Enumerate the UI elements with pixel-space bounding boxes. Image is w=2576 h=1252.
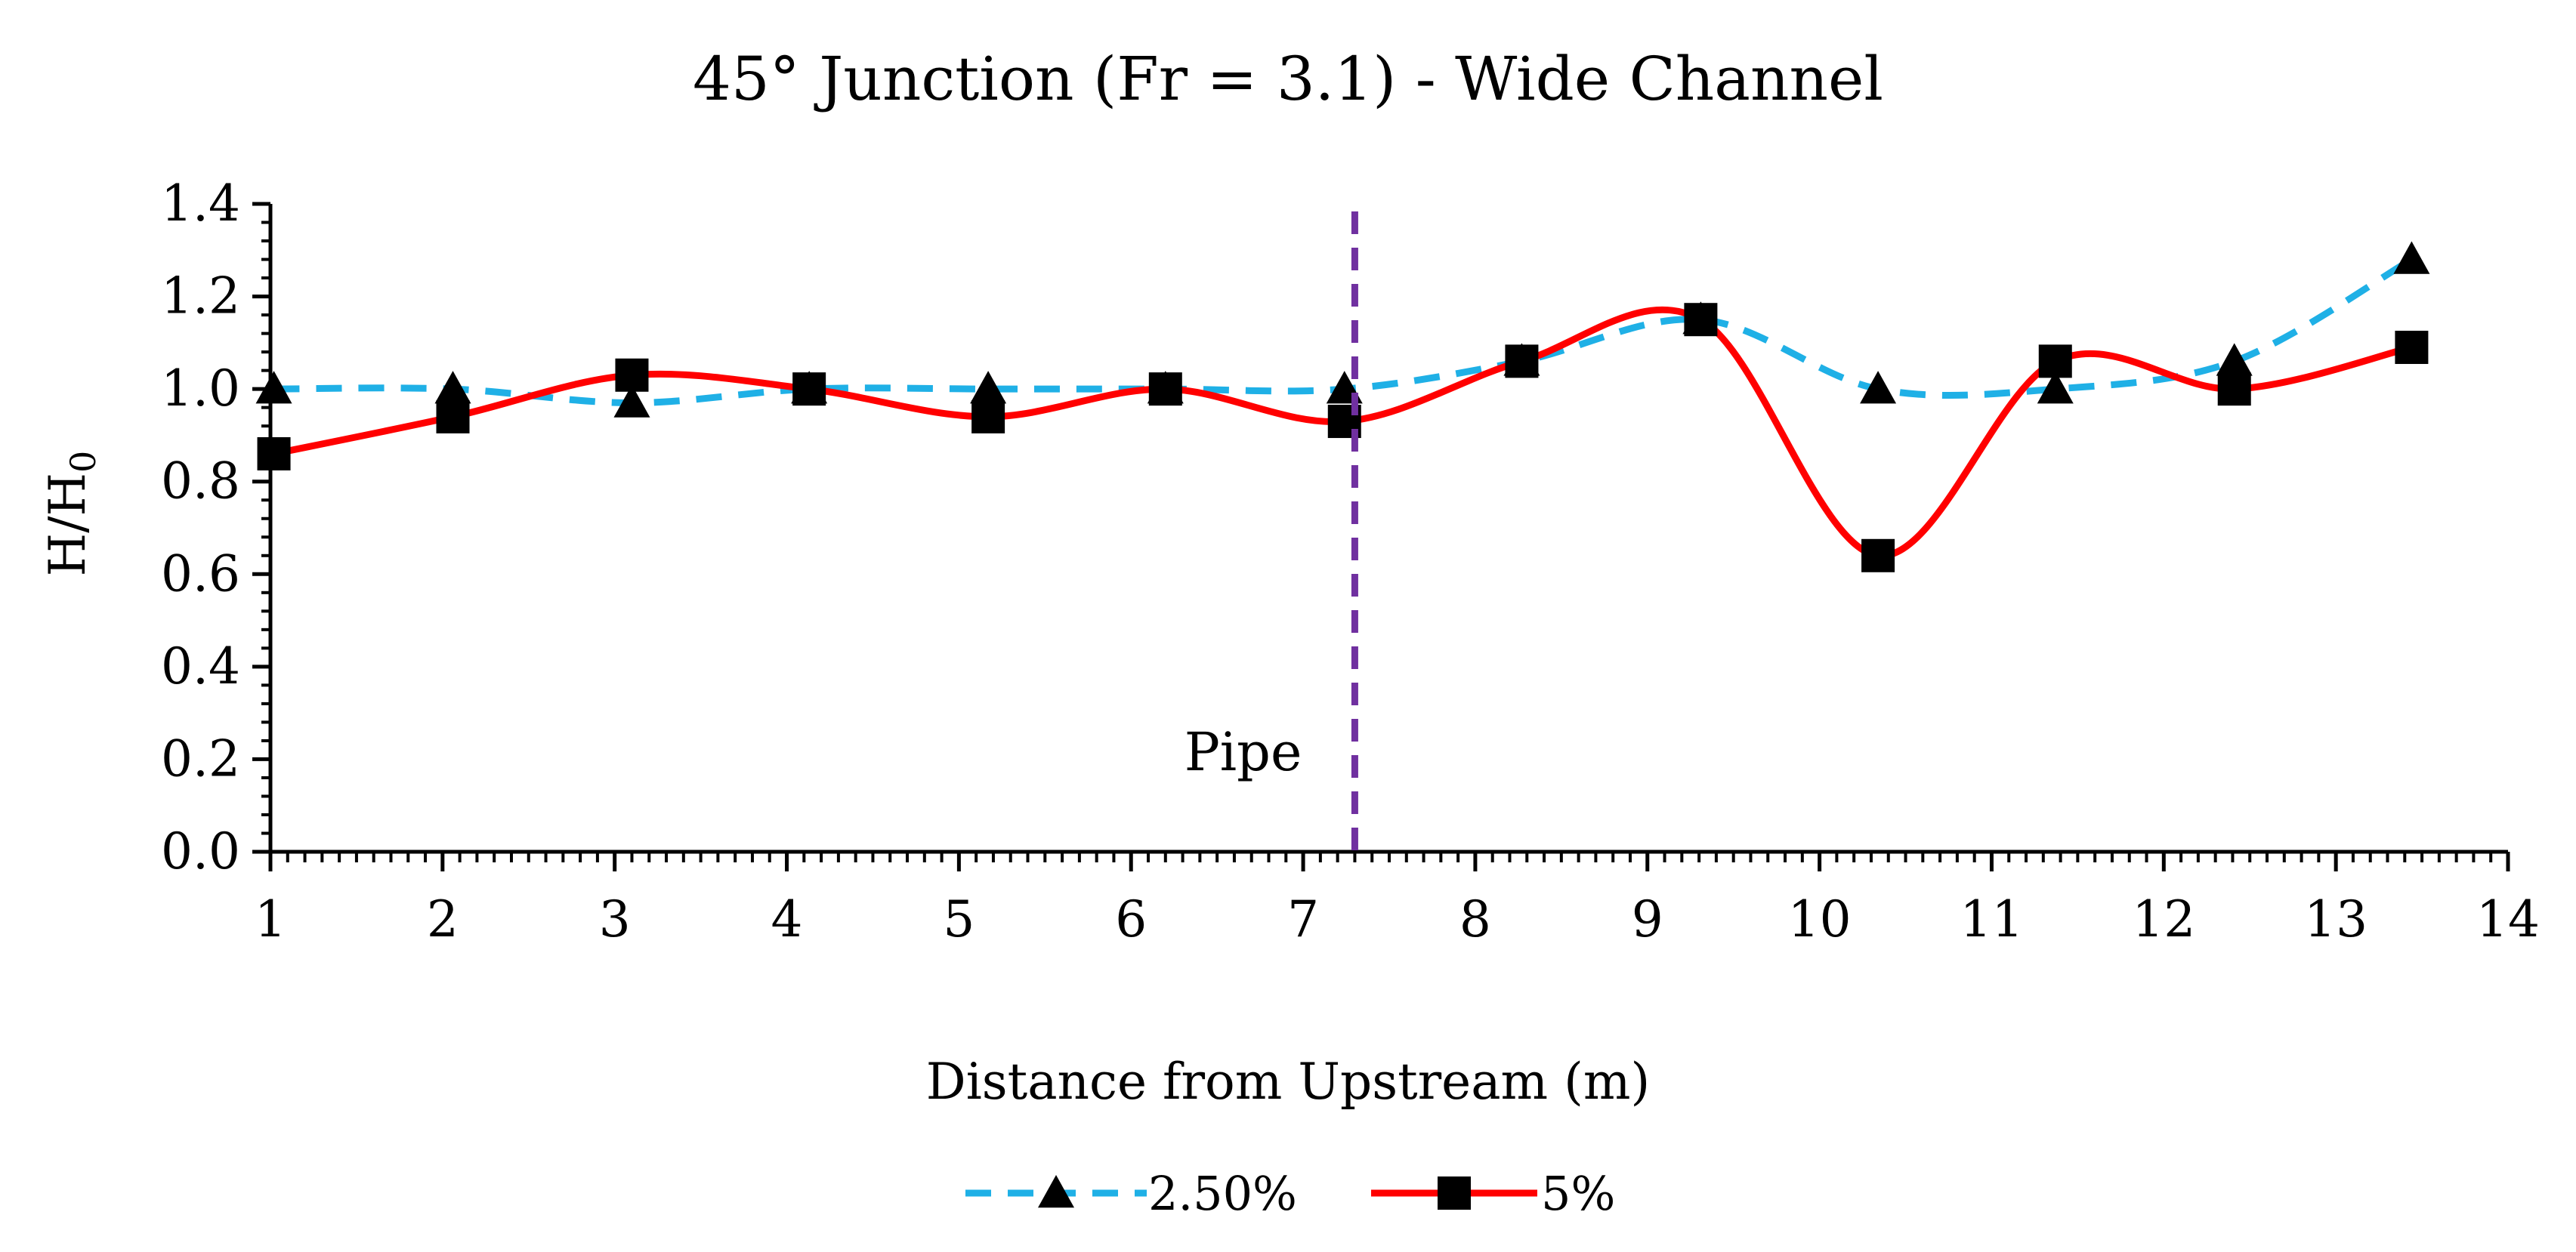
- x-tick-label: 13: [2304, 890, 2368, 948]
- y-axis-label-main: H/H: [39, 473, 97, 576]
- square-marker: [2395, 330, 2429, 364]
- square-marker: [2217, 372, 2251, 406]
- pipe-label: Pipe: [1185, 721, 1302, 783]
- square-marker: [436, 399, 470, 433]
- series-b: [257, 303, 2429, 572]
- triangle-marker: [434, 371, 471, 404]
- square-marker: [615, 358, 649, 392]
- triangle-marker: [255, 371, 292, 404]
- triangle-marker: [2216, 343, 2253, 376]
- x-tick-label: 5: [943, 890, 974, 948]
- legend-item-b: 5%: [1371, 1166, 1615, 1221]
- x-tick-label: 2: [427, 890, 459, 948]
- square-marker: [1505, 344, 1539, 378]
- x-axis-label: Distance from Upstream (m): [926, 1053, 1650, 1111]
- triangle-marker: [1860, 371, 1897, 404]
- y-tick-label: 0.4: [161, 637, 240, 695]
- square-marker: [1148, 372, 1182, 406]
- y-tick-label: 0.0: [161, 822, 240, 880]
- square-marker: [1684, 303, 1718, 337]
- svg-text:H/H0: H/H0: [39, 451, 103, 577]
- square-marker: [792, 372, 826, 406]
- x-tick-label: 12: [2132, 890, 2195, 948]
- square-marker: [971, 399, 1005, 433]
- x-tick-label: 14: [2476, 890, 2540, 948]
- y-tick-label: 1.2: [161, 267, 240, 325]
- x-tick-label: 1: [255, 890, 286, 948]
- square-marker: [257, 436, 291, 470]
- chart-title: 45° Junction (Fr = 3.1) - Wide Channel: [693, 44, 1883, 114]
- triangle-marker: [2037, 371, 2074, 404]
- square-marker: [2038, 344, 2072, 378]
- y-axis-label: H/H0: [39, 451, 103, 577]
- y-axis-label-subscript: 0: [63, 451, 103, 473]
- legend: 2.50% 5%: [965, 1166, 1615, 1221]
- square-marker: [1861, 538, 1895, 572]
- y-tick-label: 0.6: [161, 544, 240, 603]
- x-tick-label: 6: [1115, 890, 1147, 948]
- x-tick-label: 9: [1632, 890, 1663, 948]
- x-tick-label: 4: [771, 890, 803, 948]
- legend-swatch-marker: [1038, 1175, 1074, 1208]
- triangle-marker: [613, 384, 650, 418]
- triangle-marker: [970, 371, 1007, 404]
- y-tick-label: 1.0: [161, 359, 240, 418]
- legend-swatch-marker: [1438, 1176, 1471, 1210]
- x-tick-label: 7: [1287, 890, 1319, 948]
- legend-label: 5%: [1541, 1166, 1615, 1221]
- legend-label: 2.50%: [1148, 1166, 1297, 1221]
- plot-area: 0.00.20.40.60.81.01.21.41 2 3 4 5 6 7 8 9 10 11 12 1…: [161, 174, 2540, 948]
- x-tick-label: 10: [1788, 890, 1852, 948]
- x-tick-label: 3: [599, 890, 631, 948]
- series-a: [255, 241, 2430, 418]
- y-tick-label: 0.8: [161, 452, 240, 510]
- y-tick-label: 1.4: [161, 174, 240, 233]
- y-tick-label: 0.2: [161, 729, 240, 788]
- triangle-marker: [2393, 241, 2430, 274]
- x-tick-label: 8: [1459, 890, 1491, 948]
- legend-item-a: 2.50%: [965, 1166, 1297, 1221]
- x-tick-label: 11: [1960, 890, 2023, 948]
